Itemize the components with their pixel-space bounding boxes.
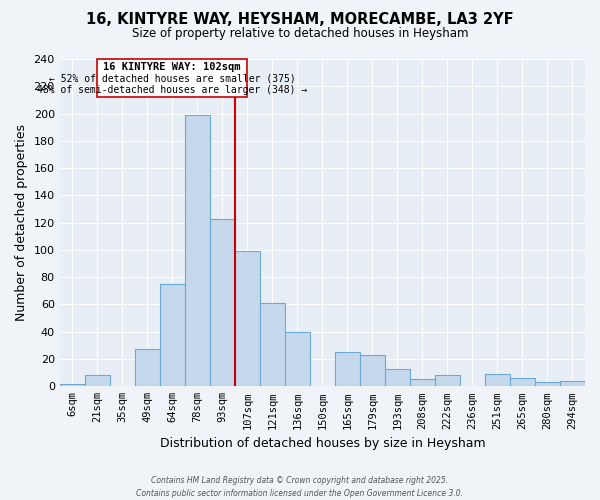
Bar [210,218,235,386]
Text: Contains HM Land Registry data © Crown copyright and database right 2025.
Contai: Contains HM Land Registry data © Crown c… [137,476,464,498]
Bar [335,352,360,386]
Bar [160,284,185,386]
Bar [285,332,310,386]
Bar [85,376,110,386]
Bar [185,115,210,386]
Text: ← 52% of detached houses are smaller (375): ← 52% of detached houses are smaller (37… [49,74,296,84]
Bar [485,374,510,386]
Bar [435,376,460,386]
Bar [135,350,160,387]
Bar [260,303,285,386]
Bar [97,59,247,97]
Y-axis label: Number of detached properties: Number of detached properties [15,124,28,321]
Bar [560,381,585,386]
Bar [410,380,435,386]
Text: Size of property relative to detached houses in Heysham: Size of property relative to detached ho… [132,28,468,40]
Bar [510,378,535,386]
Text: 16, KINTYRE WAY, HEYSHAM, MORECAMBE, LA3 2YF: 16, KINTYRE WAY, HEYSHAM, MORECAMBE, LA3… [86,12,514,28]
Text: 16 KINTYRE WAY: 102sqm: 16 KINTYRE WAY: 102sqm [103,62,241,72]
Bar [59,384,85,386]
Bar [235,252,260,386]
Text: 48% of semi-detached houses are larger (348) →: 48% of semi-detached houses are larger (… [37,86,307,96]
Bar [385,368,410,386]
X-axis label: Distribution of detached houses by size in Heysham: Distribution of detached houses by size … [160,437,485,450]
Bar [360,355,385,386]
Bar [535,382,560,386]
